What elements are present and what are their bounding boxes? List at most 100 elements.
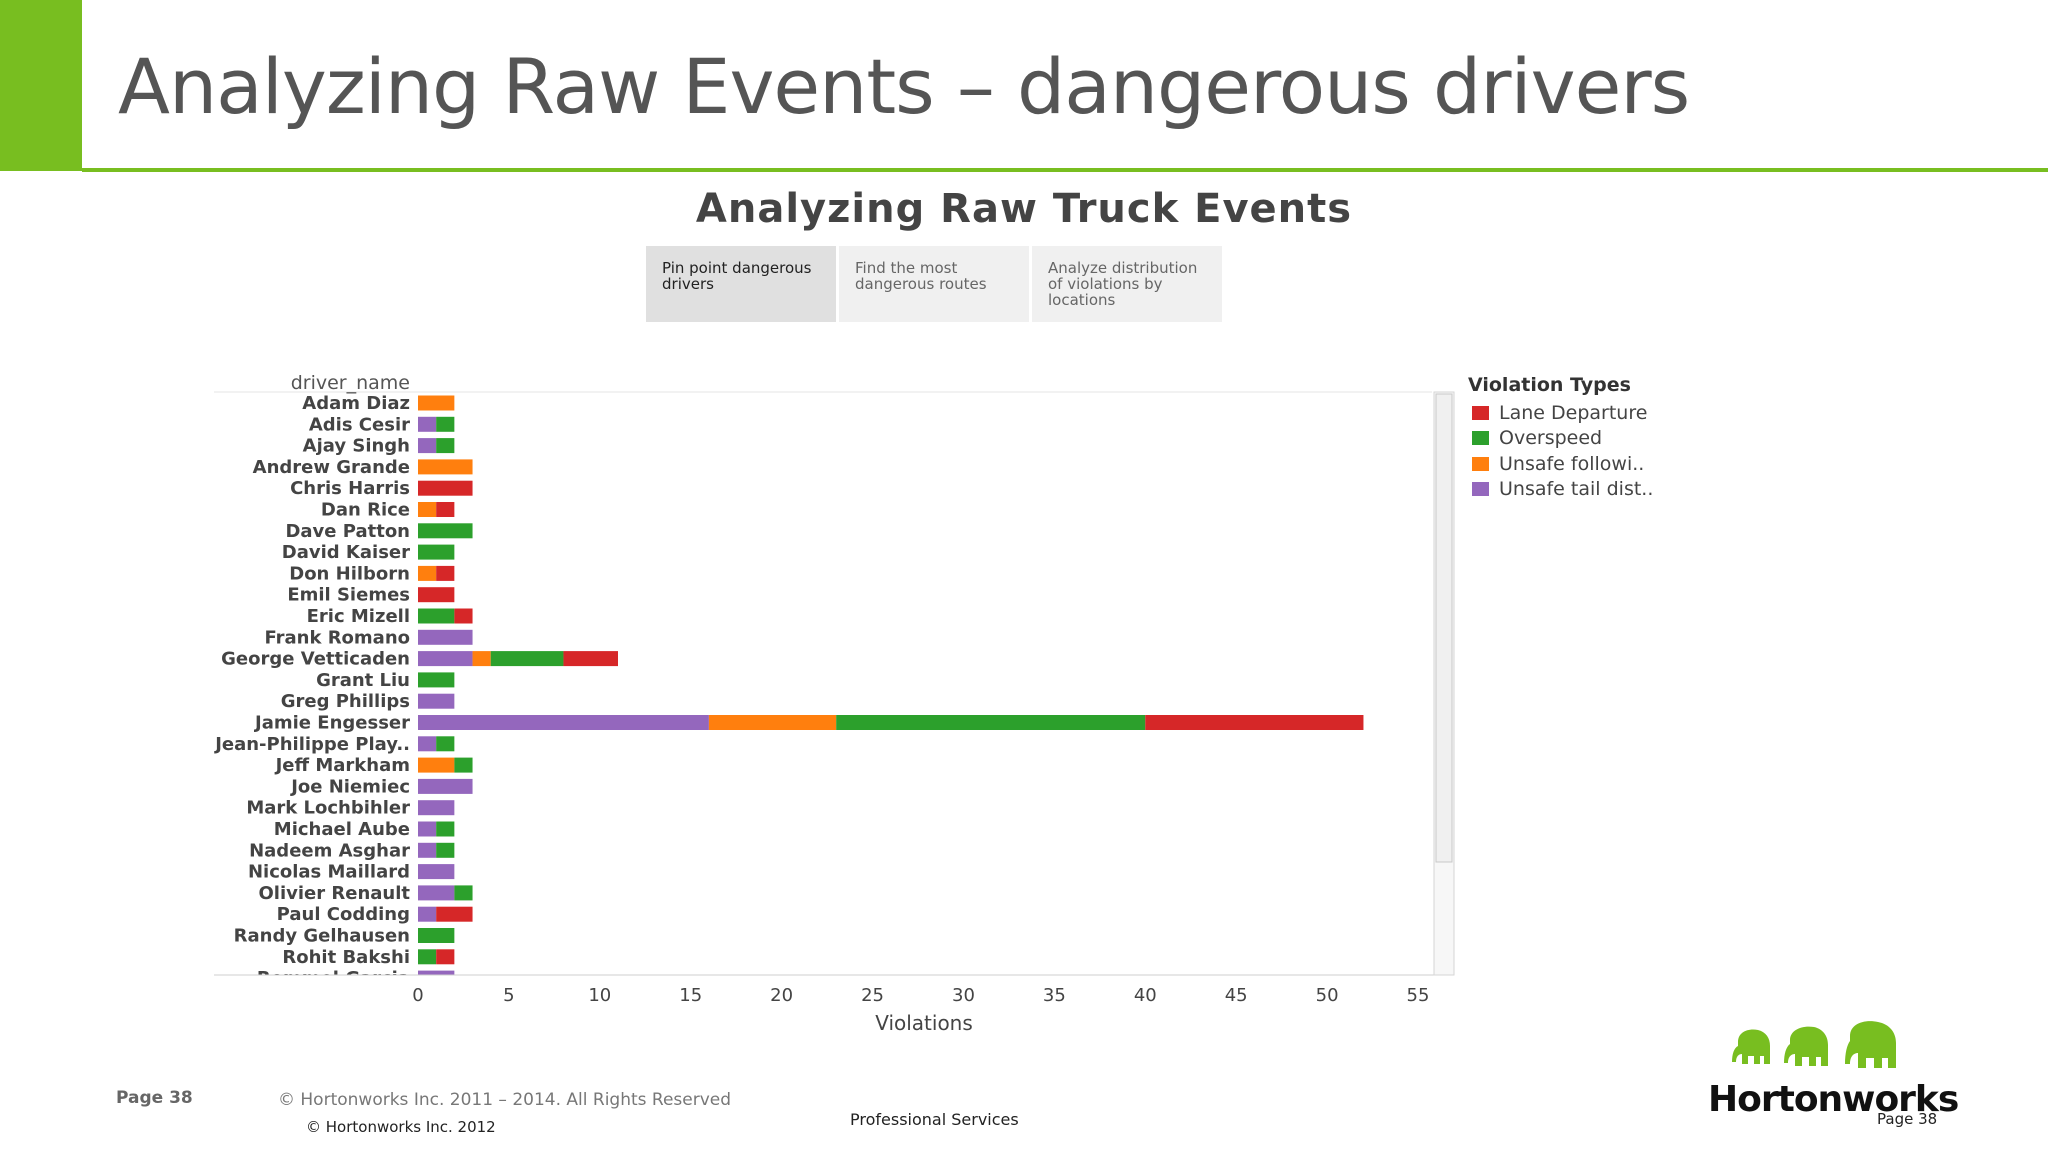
legend-item-unsafe-following[interactable]: Unsafe followi.. (1468, 451, 1653, 477)
bar-segment[interactable] (418, 842, 437, 858)
driver-label: Chris Harris (290, 478, 410, 499)
bar-segment[interactable] (418, 395, 455, 411)
bar-segment[interactable] (418, 438, 437, 454)
x-tick-label: 15 (679, 985, 702, 1006)
bar-segment[interactable] (418, 608, 455, 624)
legend-label: Overspeed (1499, 427, 1603, 450)
driver-label: Grant Liu (316, 670, 410, 691)
copyright-text-2012: © Hortonworks Inc. 2012 (306, 1118, 496, 1136)
x-tick-label: 30 (952, 985, 975, 1006)
legend-swatch (1472, 431, 1489, 446)
bar-segment[interactable] (454, 608, 473, 624)
bar-segment[interactable] (418, 629, 473, 645)
driver-label: Eric Mizell (307, 606, 410, 627)
driver-label: Nadeem Asghar (249, 840, 410, 861)
tab-violation-locations[interactable]: Analyze distribution of violations by lo… (1032, 246, 1222, 322)
tab-label-line: of violations by (1048, 275, 1163, 293)
legend-title: Violation Types (1468, 374, 1631, 396)
page-number: Page 38 (116, 1088, 193, 1108)
driver-label: Greg Phillips (281, 691, 410, 712)
x-tick-label: 5 (503, 985, 514, 1006)
legend-item-overspeed[interactable]: Overspeed (1468, 426, 1653, 452)
driver-label: Jamie Engesser (253, 713, 410, 734)
bar-segment[interactable] (418, 480, 473, 496)
legend-item-unsafe-tail-distance[interactable]: Unsafe tail dist.. (1468, 477, 1653, 503)
bar-segment[interactable] (436, 416, 455, 432)
bar-segment[interactable] (436, 842, 455, 858)
bar-segment[interactable] (563, 651, 618, 667)
driver-label: Don Hilborn (289, 563, 410, 584)
driver-label: Andrew Grande (253, 457, 410, 478)
bar-segment[interactable] (418, 757, 455, 773)
copyright-text: © Hortonworks Inc. 2011 – 2014. All Righ… (278, 1090, 732, 1110)
bar-segment[interactable] (418, 885, 455, 901)
bar-segment[interactable] (418, 949, 437, 965)
logo-wordmark: Hortonworks (1708, 1079, 1959, 1120)
bar-segment[interactable] (418, 416, 437, 432)
dashboard-tabs: Pin point dangerous drivers Find the mos… (646, 246, 1222, 322)
legend: Violation Types Lane Departure Overspeed… (1468, 374, 1653, 502)
bar-segment[interactable] (454, 757, 473, 773)
bar-segment[interactable] (454, 885, 473, 901)
bar-segment[interactable] (418, 906, 437, 922)
scrollbar-thumb[interactable] (1435, 393, 1453, 863)
driver-label: Ajay Singh (303, 436, 410, 457)
bar-segment[interactable] (436, 438, 455, 454)
bar-segment[interactable] (1145, 715, 1364, 730)
tab-label-line: Pin point dangerous (662, 259, 812, 277)
x-axis-title: Violations (875, 1011, 973, 1035)
bar-segment[interactable] (418, 821, 437, 837)
x-tick-label: 20 (770, 985, 793, 1006)
driver-label: Emil Siemes (287, 585, 410, 606)
logo-page-number: Page 38 (1877, 1110, 1938, 1128)
x-tick-label: 25 (861, 985, 884, 1006)
bar-segment[interactable] (418, 544, 455, 560)
bar-segment[interactable] (436, 821, 455, 837)
title-underline (82, 168, 2048, 172)
bar-segment[interactable] (418, 523, 473, 539)
legend-label: Unsafe tail dist.. (1499, 478, 1654, 501)
bar-segment[interactable] (436, 906, 473, 922)
bar-segment[interactable] (418, 693, 455, 709)
bar-segment[interactable] (418, 565, 437, 581)
bar-segment[interactable] (418, 651, 473, 667)
bar-segment[interactable] (418, 928, 455, 943)
legend-item-lane-departure[interactable]: Lane Departure (1468, 400, 1653, 426)
bar-segment[interactable] (836, 715, 1146, 730)
tab-label-line: dangerous routes (855, 275, 987, 293)
driver-label: Randy Gelhausen (234, 926, 410, 947)
bar-segment[interactable] (418, 715, 709, 730)
driver-label: Frank Romano (264, 627, 410, 648)
tab-label-line: locations (1048, 291, 1116, 309)
title-accent-block (0, 0, 82, 171)
bar-segment[interactable] (436, 736, 455, 752)
bar-segment[interactable] (418, 502, 437, 517)
bar-segment[interactable] (418, 970, 455, 986)
tab-label-line: Find the most (855, 259, 958, 277)
bar-segment[interactable] (436, 949, 455, 965)
bar-segment[interactable] (418, 800, 455, 816)
legend-swatch (1472, 405, 1489, 420)
bar-segment[interactable] (418, 459, 473, 475)
bar-segment[interactable] (436, 565, 455, 581)
bar-segment[interactable] (436, 502, 455, 517)
tab-dangerous-drivers[interactable]: Pin point dangerous drivers (646, 246, 836, 322)
x-tick-label: 0 (412, 985, 423, 1006)
bar-segment[interactable] (418, 587, 455, 603)
bar-segment[interactable] (418, 736, 437, 752)
bar-segment[interactable] (708, 715, 837, 730)
bar-segment[interactable] (418, 864, 455, 880)
bar-segment[interactable] (418, 778, 473, 794)
tab-dangerous-routes[interactable]: Find the most dangerous routes (839, 246, 1029, 322)
driver-label: Rommel Garcia (257, 968, 410, 989)
driver-label: Mark Lochbihler (246, 798, 410, 819)
bar-segment[interactable] (490, 651, 564, 667)
tab-label-line: Analyze distribution (1048, 259, 1198, 277)
slide-title: Analyzing Raw Events – dangerous drivers (118, 42, 1690, 131)
footer-center-text: Professional Services (850, 1110, 1019, 1129)
bar-segment[interactable] (472, 651, 491, 667)
bar-segment[interactable] (418, 672, 455, 688)
driver-label: Nicolas Maillard (248, 862, 410, 883)
legend-swatch (1472, 456, 1489, 471)
x-tick-label: 10 (588, 985, 611, 1006)
